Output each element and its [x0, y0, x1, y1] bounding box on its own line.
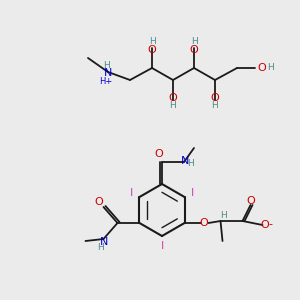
Text: O: O — [211, 93, 219, 103]
Text: O: O — [169, 93, 177, 103]
Text: H: H — [169, 101, 176, 110]
Text: H: H — [190, 38, 197, 46]
Text: H: H — [267, 62, 273, 71]
Text: -: - — [268, 219, 272, 229]
Text: N: N — [100, 237, 109, 247]
Text: H: H — [220, 211, 227, 220]
Text: H: H — [97, 242, 104, 251]
Text: O: O — [190, 45, 198, 55]
Text: O: O — [258, 63, 266, 73]
Text: O: O — [260, 220, 269, 230]
Text: H: H — [187, 160, 194, 169]
Text: O: O — [94, 197, 103, 207]
Text: H+: H+ — [99, 76, 112, 85]
Text: N: N — [104, 68, 112, 78]
Text: O: O — [154, 149, 164, 159]
Text: I: I — [160, 241, 164, 251]
Text: I: I — [130, 188, 133, 198]
Text: H: H — [212, 101, 218, 110]
Text: I: I — [191, 188, 194, 198]
Text: O: O — [199, 218, 208, 228]
Text: N: N — [181, 156, 189, 166]
Text: O: O — [246, 196, 255, 206]
Text: H: H — [148, 38, 155, 46]
Text: O: O — [148, 45, 156, 55]
Text: H: H — [103, 61, 110, 70]
